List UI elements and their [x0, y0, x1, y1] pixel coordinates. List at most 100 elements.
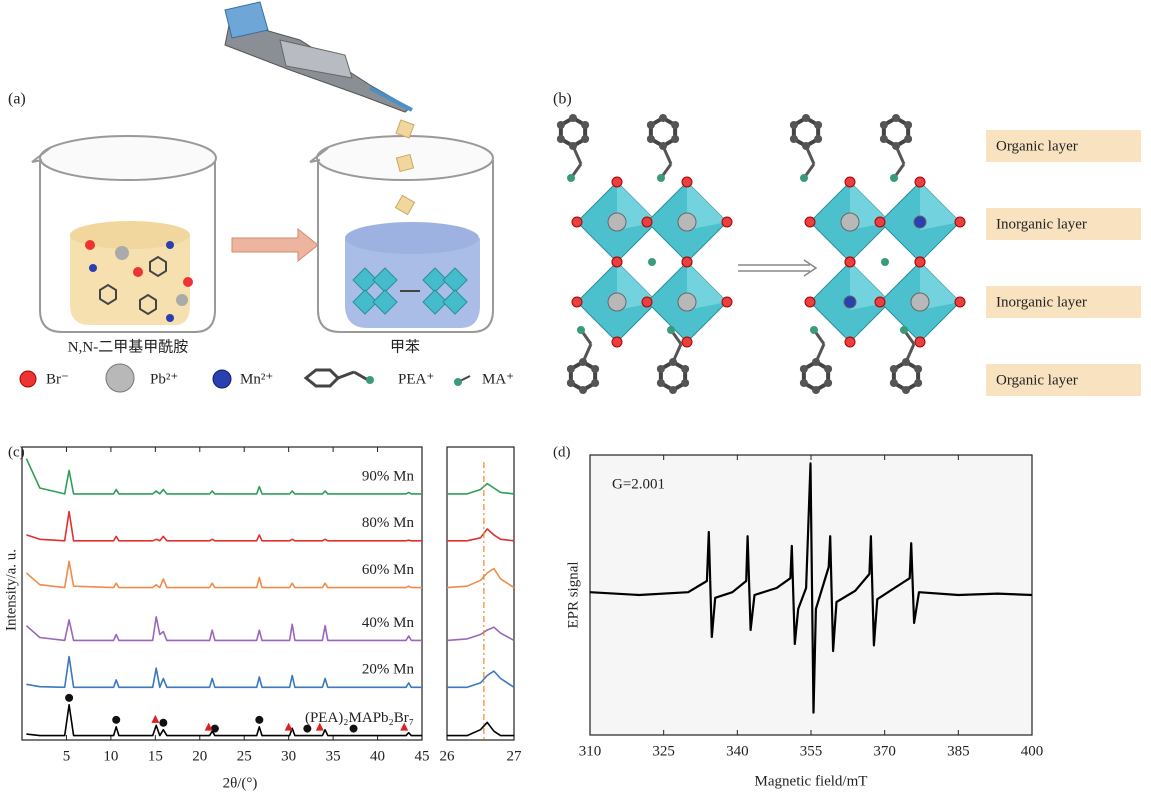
- series-line: [447, 569, 514, 588]
- halide-atom: [805, 217, 815, 227]
- carbon-atom: [567, 365, 575, 373]
- panel-label: (c): [8, 444, 25, 460]
- benzene-ring: [651, 118, 675, 146]
- carbon-atom: [800, 379, 808, 387]
- chain: [583, 344, 591, 362]
- phase-marker: [285, 723, 293, 731]
- x-tick-label: 400: [1021, 743, 1044, 759]
- layer-label: Inorganic layer: [996, 216, 1087, 232]
- carbon-atom: [647, 121, 655, 129]
- carbon-atom: [814, 135, 822, 143]
- x-tick-label: 26: [440, 748, 456, 764]
- carbon-atom: [591, 379, 599, 387]
- legend-label: PEA⁺: [398, 371, 434, 387]
- carbon-atom: [581, 135, 589, 143]
- legend-icon: [306, 370, 374, 386]
- panel-label: (a): [8, 91, 26, 108]
- metal-atom: [608, 213, 626, 231]
- nitrogen-atom: [567, 174, 575, 182]
- nitrogen-atom: [577, 326, 585, 334]
- phase-marker: [65, 694, 73, 702]
- halide-atom: [722, 297, 732, 307]
- nitrogen-atom: [667, 326, 675, 334]
- series-line: [447, 671, 514, 687]
- series-label: 40% Mn: [362, 615, 415, 631]
- metal-atom: [841, 213, 859, 231]
- plot-frame: [447, 447, 514, 740]
- metal-atom: [914, 216, 926, 228]
- chain: [663, 146, 671, 164]
- benzene-ring: [661, 362, 685, 390]
- benzene-ring: [884, 118, 908, 146]
- ma-cation: [881, 258, 889, 266]
- x-tick-label: 325: [652, 743, 675, 759]
- x-axis-label: Magnetic field/mT: [755, 773, 868, 789]
- carbon-atom: [579, 386, 587, 394]
- carbon-atom: [681, 365, 689, 373]
- halide-atom: [612, 177, 622, 187]
- x-tick-label: 310: [579, 743, 602, 759]
- carbon-atom: [681, 379, 689, 387]
- carbon-atom: [904, 121, 912, 129]
- phase-marker: [350, 725, 358, 733]
- chain: [806, 146, 814, 164]
- y-axis-label: Intensity/a. u.: [3, 549, 19, 631]
- carbon-atom: [671, 121, 679, 129]
- metal-atom: [678, 213, 696, 231]
- nitrogen-atom: [890, 174, 898, 182]
- carbon-atom: [914, 365, 922, 373]
- benzene-ring: [571, 362, 595, 390]
- carbon-atom: [902, 386, 910, 394]
- x-tick-label: 45: [415, 748, 430, 764]
- carbon-atom: [880, 121, 888, 129]
- metal-atom: [678, 293, 696, 311]
- carbon-atom: [890, 379, 898, 387]
- series-line: [447, 627, 514, 640]
- carbon-atom: [557, 135, 565, 143]
- carbon-atom: [659, 114, 667, 122]
- x-tick-label: 25: [237, 748, 252, 764]
- chain: [896, 146, 904, 164]
- series-line: [447, 484, 514, 494]
- nitrogen-atom: [900, 326, 908, 334]
- legend-icon: [106, 364, 134, 392]
- annotation: G=2.001: [612, 476, 665, 492]
- halide-atom: [572, 297, 582, 307]
- halide-atom: [682, 177, 692, 187]
- halide-atom: [612, 337, 622, 347]
- chain: [906, 344, 914, 362]
- x-tick-label: 15: [148, 748, 163, 764]
- halide-atom: [845, 177, 855, 187]
- halide-atom: [955, 217, 965, 227]
- benzene-ring: [894, 362, 918, 390]
- carbon-atom: [914, 379, 922, 387]
- carbon-atom: [814, 121, 822, 129]
- phase-marker: [112, 716, 120, 724]
- halide-atom: [722, 217, 732, 227]
- legend-label: Br⁻: [46, 371, 69, 387]
- halide-atom: [572, 217, 582, 227]
- x-tick-label: 30: [281, 748, 296, 764]
- x-tick-label: 40: [370, 748, 385, 764]
- metal-atom: [608, 293, 626, 311]
- halide-atom: [642, 217, 652, 227]
- carbon-atom: [880, 135, 888, 143]
- carbon-atom: [671, 135, 679, 143]
- benzene-ring: [561, 118, 585, 146]
- chain: [673, 344, 681, 362]
- legend-label: Pb²⁺: [150, 371, 178, 387]
- x-tick-label: 340: [726, 743, 749, 759]
- carbon-atom: [567, 379, 575, 387]
- halide-atom: [612, 257, 622, 267]
- panel-label: (b): [553, 91, 572, 108]
- carbon-atom: [591, 365, 599, 373]
- series-label: (PEA)₂MAPb₂Br₇: [305, 710, 414, 726]
- phase-marker: [303, 725, 311, 733]
- carbon-atom: [802, 114, 810, 122]
- series-line: [447, 722, 514, 735]
- carbon-atom: [657, 379, 665, 387]
- carbon-atom: [569, 114, 577, 122]
- nitrogen-atom: [810, 326, 818, 334]
- carbon-atom: [669, 386, 677, 394]
- y-axis-label: EPR signal: [565, 561, 581, 628]
